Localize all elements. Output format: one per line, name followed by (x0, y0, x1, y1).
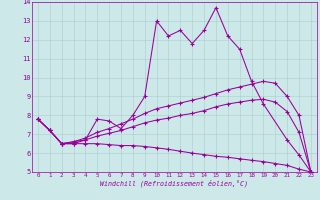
X-axis label: Windchill (Refroidissement éolien,°C): Windchill (Refroidissement éolien,°C) (100, 180, 248, 187)
